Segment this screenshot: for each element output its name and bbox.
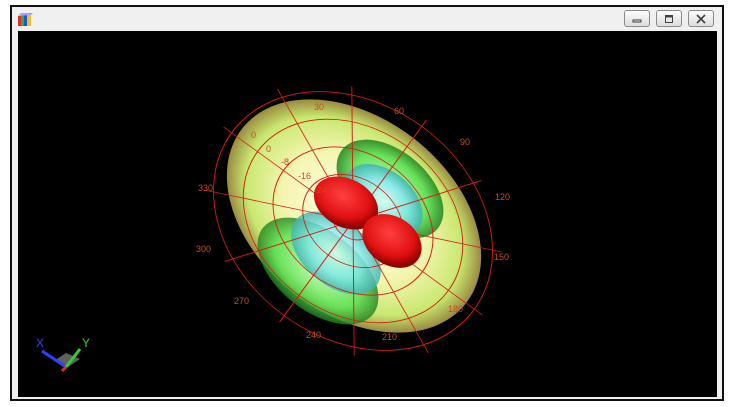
- angle-label-330: 330: [198, 183, 213, 193]
- angle-label-90: 90: [460, 137, 470, 147]
- angle-label-210: 210: [382, 332, 397, 342]
- red-lobe-upper: [313, 176, 379, 230]
- minimize-button[interactable]: [624, 10, 650, 27]
- app-window: 0 30 60 90 120 150 180 210 240 270 300 3…: [10, 5, 724, 401]
- radial-label-minus-24: -24: [314, 185, 327, 195]
- angle-label-240: 240: [306, 330, 321, 340]
- 3d-plot-app-icon: [18, 13, 33, 26]
- close-icon: [696, 13, 706, 24]
- angle-label-120: 120: [495, 192, 510, 202]
- angle-label-0: 0: [251, 130, 256, 140]
- angle-label-300: 300: [196, 244, 211, 254]
- radial-label-minus-16: -16: [298, 171, 311, 181]
- radial-label-0: 0: [266, 144, 271, 154]
- x-axis-line: [41, 349, 67, 369]
- close-button[interactable]: [688, 10, 714, 27]
- restore-icon: [665, 14, 673, 23]
- 3d-radiation-pattern[interactable]: 0 30 60 90 120 150 180 210 240 270 300 3…: [18, 31, 717, 397]
- angle-label-60: 60: [394, 106, 404, 116]
- minimize-icon: [632, 19, 642, 22]
- axis-triad: X Y: [36, 336, 90, 373]
- 3d-plot-viewport[interactable]: 0 30 60 90 120 150 180 210 240 270 300 3…: [18, 31, 717, 397]
- title-bar[interactable]: [12, 7, 722, 31]
- red-lobe-lower: [362, 214, 422, 268]
- angle-label-180: 180: [448, 304, 463, 314]
- y-axis-label: Y: [82, 336, 90, 350]
- radial-label-minus-8: -8: [281, 157, 289, 167]
- cyan-lobe-lower: [291, 211, 381, 295]
- y-axis-line: [64, 348, 82, 368]
- angle-label-30: 30: [314, 102, 324, 112]
- restore-button[interactable]: [656, 10, 682, 27]
- angle-label-270: 270: [234, 296, 249, 306]
- angle-label-150: 150: [494, 252, 509, 262]
- x-axis-label: X: [36, 336, 44, 350]
- z-axis-line: [60, 365, 68, 373]
